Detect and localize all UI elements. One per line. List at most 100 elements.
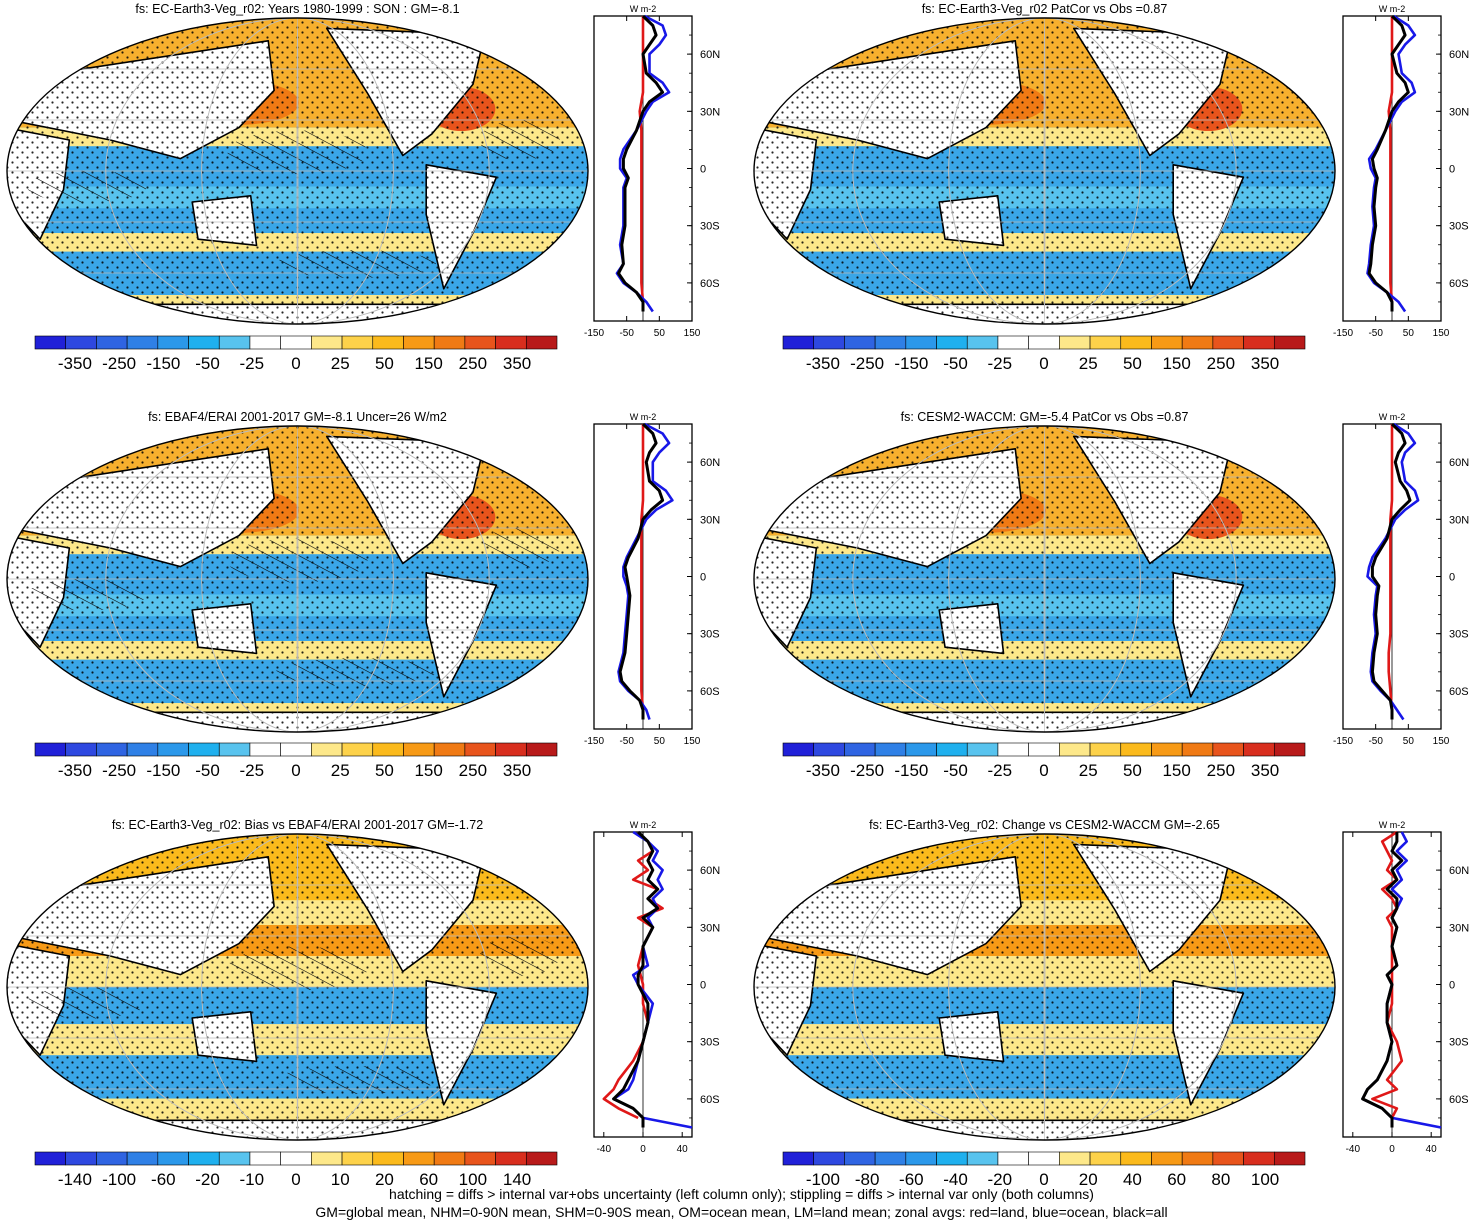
hatching-overlay	[227, 946, 368, 991]
colorbar-swatch	[1243, 742, 1275, 757]
value-tick-label: 40	[1426, 1144, 1438, 1155]
colorbar-swatch	[1028, 1151, 1060, 1166]
colorbar-swatch	[1089, 1151, 1122, 1166]
colorbar-swatch	[1028, 742, 1060, 757]
zonal-mean-plot: W m-2 60N 30N 0 30S 60S -150 -50 50 150	[1333, 4, 1469, 339]
colorbar-swatch	[34, 742, 67, 757]
colorbar-label: 250	[1207, 761, 1235, 780]
map-border	[6, 833, 589, 1141]
lat-tick-label: 0	[700, 980, 706, 992]
colorbar-swatch	[218, 335, 251, 350]
graticule-meridian	[201, 426, 394, 732]
colorbar-swatch	[1120, 1151, 1152, 1166]
colorbar-swatch	[249, 1151, 281, 1166]
colorbar-swatch	[311, 335, 343, 350]
colorbar-label: 100	[459, 1170, 487, 1189]
colorbar-label: 0	[1039, 354, 1048, 373]
colorbar-swatch	[1120, 335, 1152, 350]
lat-tick-label: 30N	[700, 106, 720, 118]
colorbar-swatch	[1089, 742, 1122, 757]
colorbar-swatch	[905, 1151, 937, 1166]
colorbar-label: 350	[1251, 354, 1279, 373]
colorbar-swatch	[372, 742, 404, 757]
colorbar-label: 50	[375, 761, 394, 780]
colorbar-label: 250	[459, 761, 487, 780]
colorbar-label: -50	[195, 354, 220, 373]
value-tick-label: 0	[1389, 1144, 1395, 1155]
zonal-unit-label: W m-2	[1379, 412, 1406, 422]
colorbar-swatch	[1181, 1151, 1214, 1166]
colorbar-label: -250	[850, 761, 884, 780]
colorbar-swatch	[188, 1151, 220, 1166]
colorbar-label: -25	[239, 761, 264, 780]
colorbar-swatch	[311, 1151, 343, 1166]
colorbar-label: 50	[1123, 761, 1142, 780]
map-border	[6, 425, 589, 733]
colorbar-label: -40	[943, 1170, 968, 1189]
value-tick-label: -50	[619, 736, 634, 747]
hatching-overlay	[276, 250, 436, 278]
lat-tick-label: 0	[1449, 164, 1455, 176]
colorbar-label: 0	[1039, 1170, 1048, 1189]
zonal-series-all	[1367, 14, 1410, 312]
value-tick-label: -40	[597, 1144, 612, 1155]
colorbar-label: 20	[375, 1170, 394, 1189]
colorbar-swatch	[997, 335, 1029, 350]
colorbar-swatch	[997, 1151, 1029, 1166]
colorbar-swatch	[433, 335, 466, 350]
colorbar-swatch	[495, 742, 527, 757]
colorbar-label: -25	[987, 761, 1012, 780]
colorbar-swatch	[311, 742, 343, 757]
colorbar-label: 25	[331, 354, 350, 373]
zonal-unit-label: W m-2	[630, 412, 657, 422]
colorbar-label: -150	[146, 761, 180, 780]
panel-3: fs: EBAF4/ERAI 2001-2017 GM=-8.1 Uncer=2…	[6, 410, 720, 780]
colorbar-label: -350	[806, 354, 840, 373]
zonal-series-all	[612, 830, 660, 1128]
colorbar-label: 150	[414, 761, 442, 780]
colorbar-swatch	[341, 742, 374, 757]
colorbar-label: 50	[375, 354, 394, 373]
colorbar-label: -350	[806, 761, 840, 780]
colorbar-swatch	[65, 1151, 97, 1166]
colorbar-label: -250	[102, 761, 136, 780]
colorbar-swatch	[966, 742, 999, 757]
colorbar-swatch	[936, 335, 968, 350]
graticule-meridian	[1043, 834, 1046, 1140]
graticule-meridian	[948, 18, 1141, 324]
colorbar-swatch	[157, 742, 189, 757]
colorbar-label: 0	[291, 1170, 300, 1189]
colorbar-swatch	[1243, 1151, 1275, 1166]
colorbar-label: 0	[291, 354, 300, 373]
zonal-series-ocean	[617, 422, 674, 720]
colorbar-swatch	[1089, 335, 1122, 350]
colorbar-swatch	[249, 335, 281, 350]
value-tick-label: 50	[654, 328, 666, 339]
colorbar-label: -350	[58, 354, 92, 373]
colorbar-swatch	[188, 742, 220, 757]
colorbar-swatch	[403, 1151, 435, 1166]
colorbar-swatch	[1212, 335, 1244, 350]
colorbar-label: 20	[1079, 1170, 1098, 1189]
colorbar-swatch	[96, 335, 128, 350]
map-title: fs: EC-Earth3-Veg_r02: Years 1980-1999 :…	[135, 2, 459, 16]
lat-tick-label: 30S	[700, 629, 720, 641]
colorbar-swatch	[874, 1151, 907, 1166]
hatching-overlay	[479, 120, 560, 160]
value-tick-label: 50	[654, 736, 666, 747]
zonal-mean-plot: W m-2 60N 30N 0 30S 60S -40 0 40	[1342, 820, 1469, 1155]
colorbar-swatch	[495, 335, 527, 350]
graticule-meridian	[201, 834, 394, 1140]
value-tick-label: -40	[1346, 1144, 1361, 1155]
graticule-meridian	[296, 834, 299, 1140]
zonal-series-ocean	[612, 830, 693, 1129]
colorbar-label: -350	[58, 761, 92, 780]
colorbar-swatch	[1120, 742, 1152, 757]
colorbar-label: 10	[331, 1170, 350, 1189]
colorbar-swatch	[525, 335, 558, 350]
graticule-meridian	[296, 426, 299, 732]
colorbar-swatch	[813, 335, 845, 350]
value-tick-label: 50	[1403, 736, 1415, 747]
lat-tick-label: 60S	[1449, 278, 1469, 290]
colorbar-label: 0	[291, 761, 300, 780]
